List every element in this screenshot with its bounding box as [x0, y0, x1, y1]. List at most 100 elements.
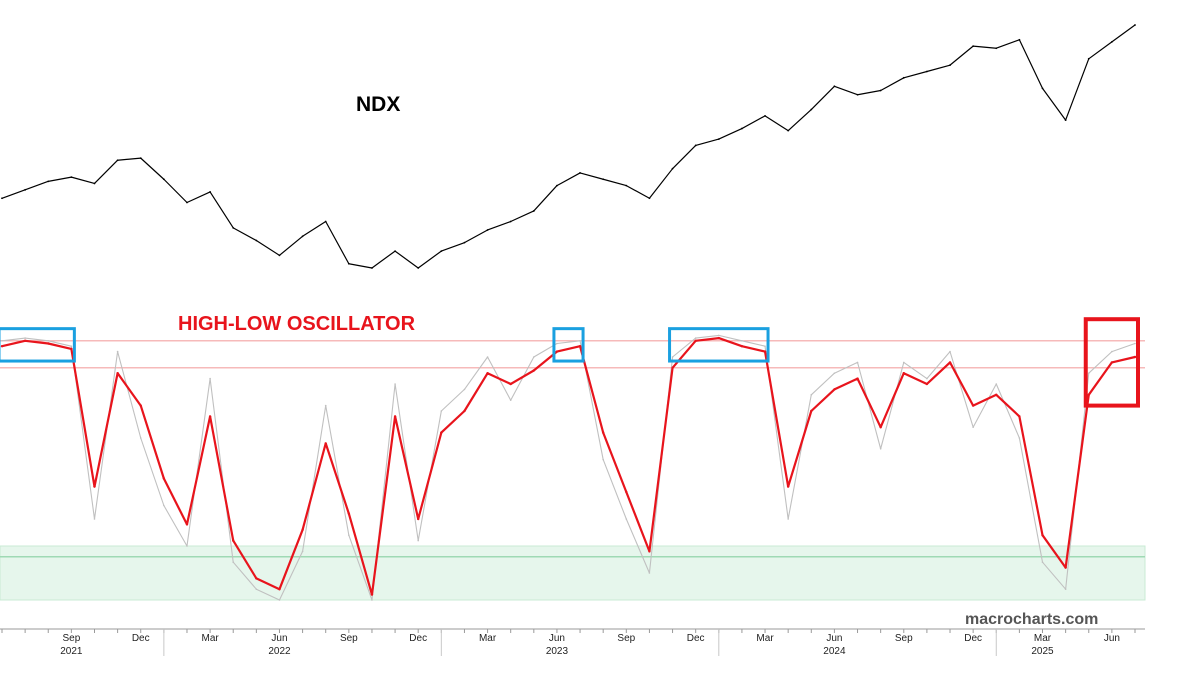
ndx-point [556, 184, 558, 187]
highlight-box-blue [668, 327, 770, 363]
oscillator-grey-point [556, 342, 558, 345]
ndx-point [810, 108, 813, 111]
ndx-point [764, 114, 766, 117]
oscillator-red-point [278, 588, 281, 591]
oscillator-red-point [370, 593, 374, 596]
oscillator-red-point [763, 350, 767, 353]
oscillator-red-point [1064, 566, 1067, 569]
oscillator-grey-point [694, 337, 697, 339]
oscillator-grey-point [717, 334, 720, 337]
oscillator-grey-point [579, 340, 581, 342]
oscillator-red-point [740, 345, 744, 348]
ndx-point [1087, 57, 1090, 60]
oscillator-red-point [486, 372, 489, 375]
x-year-label: 2025 [1031, 646, 1054, 657]
ndx-point [417, 267, 420, 269]
ndx-point [925, 70, 928, 73]
oscillator-grey-point [116, 350, 119, 353]
oscillator-red-point [601, 431, 605, 434]
oscillator-red-point [578, 345, 582, 348]
ndx-point [232, 226, 235, 229]
ndx-panel [1, 24, 1136, 269]
ndx-point [47, 180, 50, 183]
oscillator-red-point [93, 485, 96, 488]
ndx-point [972, 45, 975, 48]
highlight-boxes [0, 317, 1141, 408]
oscillator-red-point [509, 382, 512, 386]
oscillator-grey-point [995, 383, 998, 385]
oscillator-red-point [162, 477, 166, 480]
ndx-title: NDX [356, 93, 400, 116]
ndx-point [625, 184, 628, 187]
ndx-point [787, 129, 790, 132]
ndx-point [717, 138, 720, 141]
oscillator-grey-point [278, 599, 281, 601]
oscillator-red-point [347, 512, 351, 515]
oscillator-grey-point [1018, 437, 1021, 439]
oscillator-grey-point [926, 377, 928, 380]
x-tick-label: Mar [479, 633, 497, 644]
oscillator-red-point [440, 431, 443, 434]
oscillator-grey-point [879, 448, 882, 450]
oscillator-grey-point [93, 518, 96, 520]
oscillator-red-point [463, 409, 466, 413]
ndx-point [1134, 24, 1136, 26]
ndx-point [694, 144, 697, 147]
oscillator-red-point [1110, 361, 1114, 364]
oscillator-red-point [185, 523, 189, 526]
oscillator-grey-point [949, 350, 951, 353]
oscillator-red-point [995, 393, 998, 396]
oscillator-grey-point [764, 345, 766, 348]
oscillator-red-point [856, 377, 859, 380]
ndx-point [255, 239, 258, 242]
x-tick-label: Mar [201, 633, 219, 644]
x-tick-label: Jun [549, 633, 565, 644]
oscillator-grey-point [24, 337, 26, 339]
highlight-box-blue [552, 327, 585, 363]
ndx-point [579, 172, 581, 174]
oscillator-grey-point [70, 345, 73, 348]
ndx-point [532, 210, 535, 212]
x-tick-label: Sep [62, 633, 80, 644]
oscillator-red-point [1018, 415, 1021, 418]
lower-band [0, 545, 1146, 601]
oscillator-red-point [786, 485, 790, 488]
ndx-point [463, 241, 466, 244]
oscillator-grey-point [1064, 588, 1067, 590]
highlight-box-red [1083, 317, 1141, 408]
oscillator-grey-point [810, 394, 813, 396]
oscillator-red-point [116, 372, 119, 375]
oscillator-red-point [625, 490, 628, 494]
x-tick-label: Jun [271, 633, 287, 644]
x-tick-label: Dec [964, 633, 982, 644]
oscillator-red-point [1041, 534, 1044, 537]
x-axis: Sep Dec Mar Jun Sep Dec Mar Jun Sep Dec Mar Jun Sep D… [0, 628, 1145, 657]
oscillator-red-point [925, 382, 929, 386]
x-tick-label: Dec [409, 633, 427, 644]
oscillator-red-point [1133, 355, 1137, 359]
oscillator-grey-point [1, 340, 3, 342]
ndx-point [902, 76, 905, 79]
ndx-point [70, 176, 73, 179]
oscillator-grey-point [417, 539, 420, 542]
oscillator-red-point [948, 361, 952, 364]
oscillator-red-point [902, 372, 905, 375]
oscillator-bands [0, 340, 1146, 601]
ndx-point [833, 85, 836, 88]
ndx-point [741, 127, 743, 130]
oscillator-grey-point [833, 372, 836, 375]
oscillator-grey-point [232, 561, 235, 563]
oscillator-red-point [532, 369, 536, 372]
ndx-point [24, 188, 27, 191]
oscillator-panel [0, 334, 1137, 601]
oscillator-grey-point [394, 383, 396, 385]
oscillator-grey-point [856, 361, 859, 364]
x-tick-label: Dec [132, 633, 150, 644]
oscillator-red-point [833, 388, 836, 391]
oscillator-grey-point [648, 572, 651, 574]
oscillator-grey-point [671, 356, 674, 358]
oscillator-red-point [671, 366, 674, 369]
oscillator-red-line [1, 337, 1136, 596]
oscillator-grey-point [348, 534, 350, 536]
